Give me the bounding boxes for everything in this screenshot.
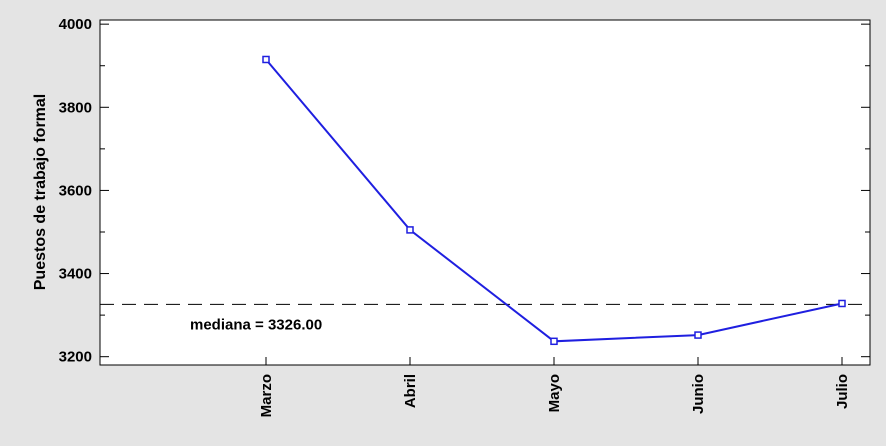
- x-tick-label: Mayo: [546, 374, 563, 412]
- data-point: [550, 337, 558, 346]
- x-tick-label: Marzo: [258, 374, 275, 417]
- y-axis-title: Puestos de trabajo formal: [32, 94, 49, 291]
- data-point: [694, 331, 702, 339]
- plot-frame: [99, 19, 871, 366]
- y-tick-label: 4000: [59, 16, 92, 33]
- y-tick-label: 3600: [59, 182, 92, 199]
- y-tick-label: 3400: [59, 266, 92, 283]
- data-point: [838, 299, 846, 308]
- median-label: mediana = 3326.00: [190, 316, 322, 333]
- x-tick-label: Julio: [834, 374, 851, 409]
- x-tick-label: Abril: [402, 374, 419, 408]
- data-point: [262, 55, 270, 64]
- plot-area: [100, 20, 870, 365]
- y-tick-label: 3200: [59, 349, 92, 366]
- x-tick-label: Junio: [690, 374, 707, 414]
- y-tick-label: 3800: [59, 99, 92, 116]
- data-point: [406, 226, 414, 234]
